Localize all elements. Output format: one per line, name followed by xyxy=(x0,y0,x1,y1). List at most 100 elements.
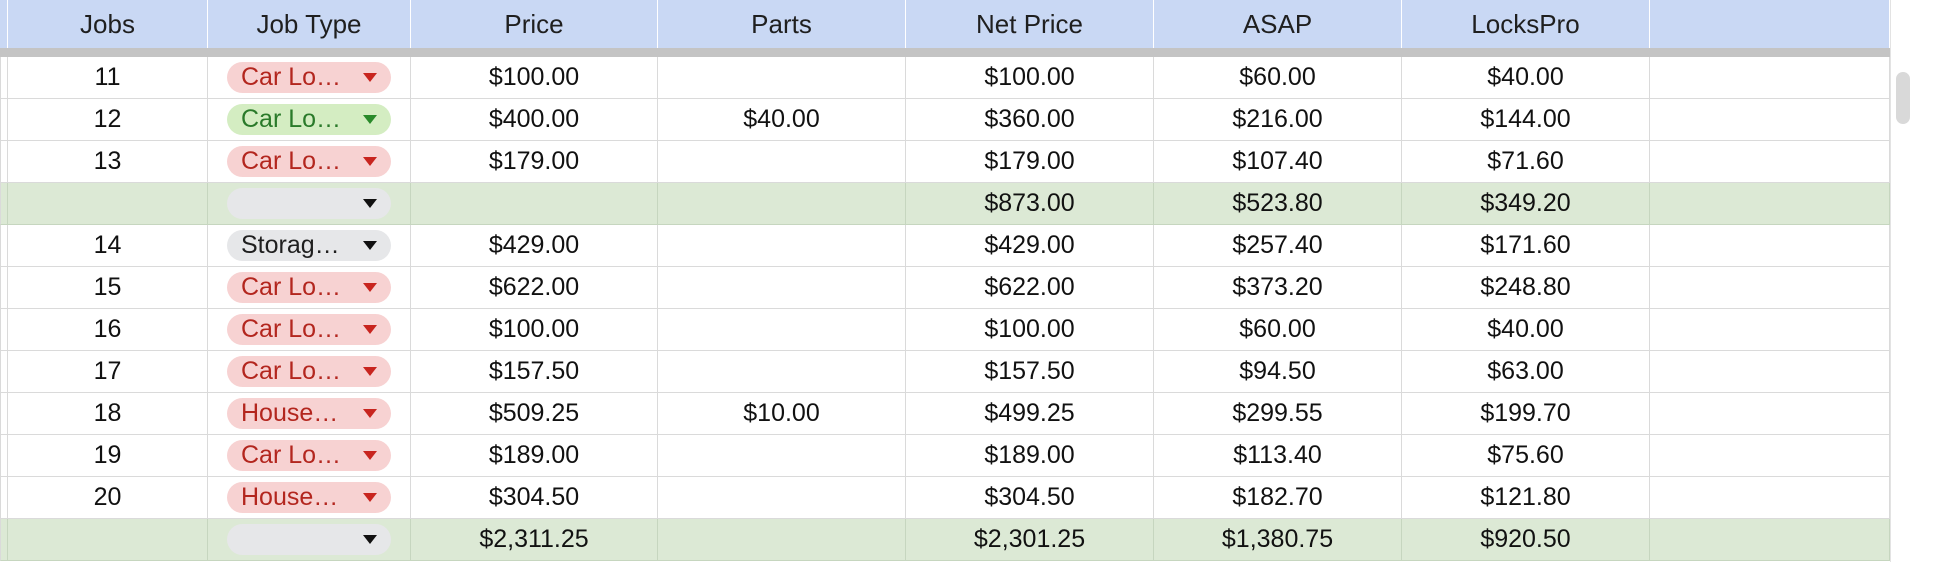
empty-cell[interactable] xyxy=(1650,351,1890,393)
row-gutter[interactable] xyxy=(0,309,8,351)
job-type-cell[interactable]: Car Lo… xyxy=(208,99,411,141)
jobs-cell[interactable]: 11 xyxy=(8,57,208,99)
job-type-cell[interactable]: Car Lo… xyxy=(208,309,411,351)
job-type-dropdown-chip[interactable]: Car Lo… xyxy=(227,62,391,93)
empty-cell[interactable] xyxy=(1650,519,1890,561)
asap-cell[interactable]: $1,380.75 xyxy=(1154,519,1402,561)
price-cell[interactable]: $304.50 xyxy=(411,477,658,519)
row-gutter[interactable] xyxy=(0,351,8,393)
job-type-dropdown-chip[interactable]: Car Lo… xyxy=(227,440,391,471)
job-type-cell[interactable]: Car Lo… xyxy=(208,351,411,393)
net-price-cell[interactable]: $622.00 xyxy=(906,267,1154,309)
lockspro-cell[interactable]: $144.00 xyxy=(1402,99,1650,141)
net-price-cell[interactable]: $873.00 xyxy=(906,183,1154,225)
empty-cell[interactable] xyxy=(1650,393,1890,435)
empty-cell[interactable] xyxy=(1650,267,1890,309)
job-type-dropdown-chip[interactable]: Car Lo… xyxy=(227,272,391,303)
parts-cell[interactable] xyxy=(658,477,906,519)
job-type-dropdown-chip[interactable]: Car Lo… xyxy=(227,104,391,135)
parts-cell[interactable] xyxy=(658,267,906,309)
lockspro-cell[interactable]: $920.50 xyxy=(1402,519,1650,561)
col-header-price[interactable]: Price xyxy=(411,0,658,48)
asap-cell[interactable]: $299.55 xyxy=(1154,393,1402,435)
row-gutter[interactable] xyxy=(0,393,8,435)
price-cell[interactable] xyxy=(411,183,658,225)
col-header-net-price[interactable]: Net Price xyxy=(906,0,1154,48)
parts-cell[interactable] xyxy=(658,225,906,267)
parts-cell[interactable] xyxy=(658,435,906,477)
job-type-dropdown-chip[interactable] xyxy=(227,188,391,219)
price-cell[interactable]: $100.00 xyxy=(411,309,658,351)
lockspro-cell[interactable]: $349.20 xyxy=(1402,183,1650,225)
caret-down-icon[interactable] xyxy=(363,409,377,418)
lockspro-cell[interactable]: $63.00 xyxy=(1402,351,1650,393)
empty-cell[interactable] xyxy=(1650,99,1890,141)
lockspro-cell[interactable]: $121.80 xyxy=(1402,477,1650,519)
caret-down-icon[interactable] xyxy=(363,283,377,292)
job-type-dropdown-chip[interactable]: Car Lo… xyxy=(227,146,391,177)
job-type-cell[interactable]: Car Lo… xyxy=(208,141,411,183)
job-type-cell[interactable]: Storag… xyxy=(208,225,411,267)
frozen-row-divider[interactable] xyxy=(0,48,1890,57)
asap-cell[interactable]: $107.40 xyxy=(1154,141,1402,183)
caret-down-icon[interactable] xyxy=(363,241,377,250)
scrollbar-thumb[interactable] xyxy=(1896,72,1910,124)
jobs-cell[interactable] xyxy=(8,183,208,225)
net-price-cell[interactable]: $360.00 xyxy=(906,99,1154,141)
asap-cell[interactable]: $373.20 xyxy=(1154,267,1402,309)
row-gutter[interactable] xyxy=(0,57,8,99)
job-type-cell[interactable] xyxy=(208,183,411,225)
lockspro-cell[interactable]: $71.60 xyxy=(1402,141,1650,183)
caret-down-icon[interactable] xyxy=(363,535,377,544)
net-price-cell[interactable]: $2,301.25 xyxy=(906,519,1154,561)
row-gutter[interactable] xyxy=(0,99,8,141)
caret-down-icon[interactable] xyxy=(363,451,377,460)
job-type-cell[interactable]: Car Lo… xyxy=(208,57,411,99)
caret-down-icon[interactable] xyxy=(363,199,377,208)
price-cell[interactable]: $2,311.25 xyxy=(411,519,658,561)
lockspro-cell[interactable]: $248.80 xyxy=(1402,267,1650,309)
asap-cell[interactable]: $523.80 xyxy=(1154,183,1402,225)
caret-down-icon[interactable] xyxy=(363,325,377,334)
net-price-cell[interactable]: $157.50 xyxy=(906,351,1154,393)
price-cell[interactable]: $400.00 xyxy=(411,99,658,141)
col-header-jobs[interactable]: Jobs xyxy=(8,0,208,48)
jobs-cell[interactable]: 14 xyxy=(8,225,208,267)
lockspro-cell[interactable]: $40.00 xyxy=(1402,309,1650,351)
jobs-cell[interactable]: 15 xyxy=(8,267,208,309)
col-header-lockspro[interactable]: LocksPro xyxy=(1402,0,1650,48)
lockspro-cell[interactable]: $75.60 xyxy=(1402,435,1650,477)
col-header-asap[interactable]: ASAP xyxy=(1154,0,1402,48)
row-gutter[interactable] xyxy=(0,225,8,267)
row-gutter[interactable] xyxy=(0,183,8,225)
parts-cell[interactable] xyxy=(658,309,906,351)
job-type-dropdown-chip[interactable]: Car Lo… xyxy=(227,356,391,387)
net-price-cell[interactable]: $189.00 xyxy=(906,435,1154,477)
parts-cell[interactable] xyxy=(658,351,906,393)
net-price-cell[interactable]: $100.00 xyxy=(906,57,1154,99)
jobs-cell[interactable]: 18 xyxy=(8,393,208,435)
caret-down-icon[interactable] xyxy=(363,73,377,82)
price-cell[interactable]: $622.00 xyxy=(411,267,658,309)
jobs-cell[interactable]: 17 xyxy=(8,351,208,393)
job-type-dropdown-chip[interactable]: House… xyxy=(227,482,391,513)
parts-cell[interactable] xyxy=(658,57,906,99)
jobs-cell[interactable]: 20 xyxy=(8,477,208,519)
price-cell[interactable]: $179.00 xyxy=(411,141,658,183)
lockspro-cell[interactable]: $199.70 xyxy=(1402,393,1650,435)
col-header-empty[interactable] xyxy=(1650,0,1890,48)
row-gutter[interactable] xyxy=(0,477,8,519)
job-type-dropdown-chip[interactable]: House… xyxy=(227,398,391,429)
parts-cell[interactable]: $10.00 xyxy=(658,393,906,435)
lockspro-cell[interactable]: $171.60 xyxy=(1402,225,1650,267)
empty-cell[interactable] xyxy=(1650,57,1890,99)
parts-cell[interactable] xyxy=(658,519,906,561)
price-cell[interactable]: $189.00 xyxy=(411,435,658,477)
job-type-dropdown-chip[interactable]: Storag… xyxy=(227,230,391,261)
asap-cell[interactable]: $216.00 xyxy=(1154,99,1402,141)
jobs-cell[interactable]: 12 xyxy=(8,99,208,141)
row-gutter[interactable] xyxy=(0,519,8,561)
price-cell[interactable]: $509.25 xyxy=(411,393,658,435)
col-header-parts[interactable]: Parts xyxy=(658,0,906,48)
price-cell[interactable]: $100.00 xyxy=(411,57,658,99)
